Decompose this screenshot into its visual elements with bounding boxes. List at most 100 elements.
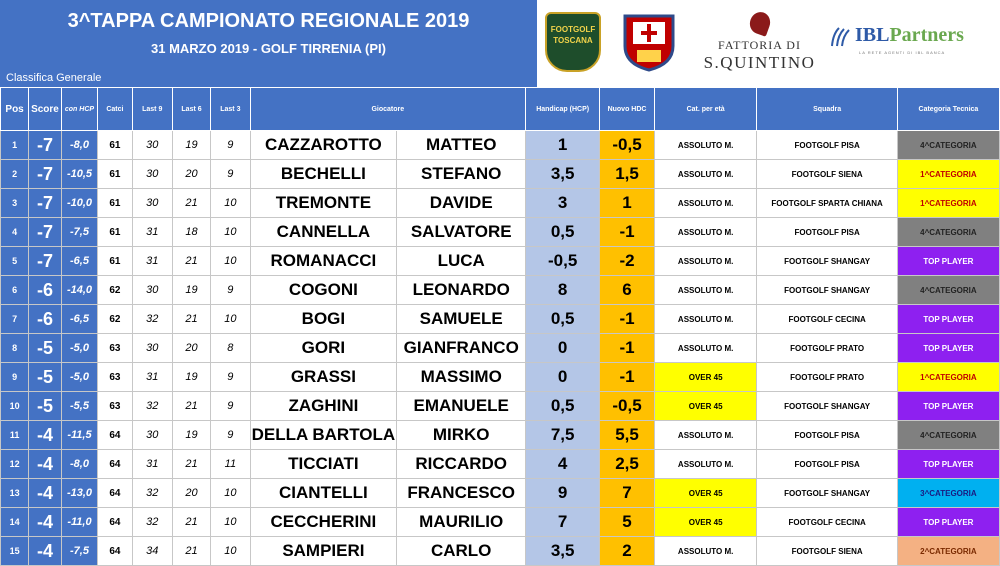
- cell-squadra: FOOTGOLF SIENA: [756, 536, 898, 566]
- cell-firstname: GIANFRANCO: [396, 333, 527, 363]
- cell-nuovo-hdc: -0,5: [599, 130, 655, 160]
- cell-catci: 61: [97, 246, 133, 276]
- cell-squadra: FOOTGOLF SPARTA CHIANA: [756, 188, 898, 218]
- cell-nuovo-hdc: -1: [599, 362, 655, 392]
- cell-surname: DELLA BARTOLA: [249, 420, 398, 450]
- cell-firstname: LEONARDO: [396, 275, 527, 305]
- cell-nuovo-hdc: 1,5: [599, 159, 655, 189]
- cell-last9: 30: [131, 275, 173, 305]
- cell-last3: 9: [210, 420, 251, 450]
- cell-catci: 64: [97, 449, 133, 479]
- cell-firstname: MIRKO: [396, 420, 527, 450]
- col-con-hcp: con HCP: [60, 87, 99, 131]
- cell-squadra: FOOTGOLF SHANGAY: [756, 275, 898, 305]
- cell-score: -7: [28, 130, 62, 160]
- cell-last9: 31: [131, 246, 173, 276]
- table-row: 12 -4 -8,0 64 31 21 11 TICCIATI RICCARDO 4 2,5 ASSO…: [0, 449, 1000, 479]
- cell-catci: 64: [97, 507, 133, 537]
- cell-last3: 9: [210, 391, 251, 421]
- cell-surname: SAMPIERI: [249, 536, 398, 566]
- cell-last9: 32: [131, 478, 173, 508]
- cell-last6: 20: [171, 159, 212, 189]
- ibl-partners-logo: IBLPartners LA RETE AGENTI DI IBL BANCA: [829, 22, 989, 62]
- cell-firstname: LUCA: [396, 246, 527, 276]
- cell-handicap: 1: [525, 130, 601, 160]
- cell-cat-eta: ASSOLUTO M.: [653, 275, 758, 305]
- cell-handicap: 8: [525, 275, 601, 305]
- cell-score: -4: [28, 536, 62, 566]
- cell-pos: 15: [0, 536, 30, 566]
- cell-pos: 1: [0, 130, 30, 160]
- cell-score: -6: [28, 304, 62, 334]
- cell-catci: 61: [97, 130, 133, 160]
- cell-cat-eta: ASSOLUTO M.: [653, 130, 758, 160]
- cell-last9: 31: [131, 449, 173, 479]
- cell-catci: 63: [97, 362, 133, 392]
- cell-squadra: FOOTGOLF PISA: [756, 130, 898, 160]
- table-row: 8 -5 -5,0 63 30 20 8 GORI GIANFRANCO 0 -1 ASSOLUTO …: [0, 333, 1000, 363]
- cell-handicap: -0,5: [525, 246, 601, 276]
- cell-categoria: 4^CATEGORIA: [896, 275, 1000, 305]
- cell-categoria: 1^CATEGORIA: [896, 188, 1000, 218]
- cell-con-hcp: -6,5: [60, 246, 99, 276]
- section-label: Classifica Generale: [6, 72, 102, 84]
- cell-score: -7: [28, 246, 62, 276]
- cell-surname: CIANTELLI: [249, 478, 398, 508]
- cell-catci: 62: [97, 304, 133, 334]
- cell-firstname: CARLO: [396, 536, 527, 566]
- cell-last9: 32: [131, 304, 173, 334]
- cell-pos: 12: [0, 449, 30, 479]
- cell-squadra: FOOTGOLF SHANGAY: [756, 246, 898, 276]
- cell-squadra: FOOTGOLF SHANGAY: [756, 391, 898, 421]
- cell-squadra: FOOTGOLF SHANGAY: [756, 478, 898, 508]
- cell-firstname: MATTEO: [396, 130, 527, 160]
- cell-handicap: 0,5: [525, 304, 601, 334]
- cell-surname: CANNELLA: [249, 217, 398, 247]
- cell-cat-eta: OVER 45: [653, 391, 758, 421]
- cell-handicap: 4: [525, 449, 601, 479]
- cell-handicap: 3,5: [525, 159, 601, 189]
- col-nuovo-hdc: Nuovo HDC: [599, 87, 655, 131]
- col-cat-eta: Cat. per età: [653, 87, 758, 131]
- table-row: 5 -7 -6,5 61 31 21 10 ROMANACCI LUCA -0,5 -2 ASSOLU…: [0, 246, 1000, 276]
- cell-cat-eta: ASSOLUTO M.: [653, 333, 758, 363]
- cell-score: -4: [28, 478, 62, 508]
- cell-handicap: 9: [525, 478, 601, 508]
- cell-last3: 10: [210, 507, 251, 537]
- cell-last6: 20: [171, 333, 212, 363]
- title-banner: 3^TAPPA CAMPIONATO REGIONALE 2019 31 MAR…: [0, 0, 537, 87]
- cell-surname: ROMANACCI: [249, 246, 398, 276]
- cell-con-hcp: -5,5: [60, 391, 99, 421]
- table-row: 14 -4 -11,0 64 32 21 10 CECCHERINI MAURILIO 7 5 OVE…: [0, 507, 1000, 537]
- cell-nuovo-hdc: -1: [599, 217, 655, 247]
- cell-last6: 21: [171, 246, 212, 276]
- cell-score: -7: [28, 188, 62, 218]
- cell-pos: 13: [0, 478, 30, 508]
- cell-catci: 64: [97, 536, 133, 566]
- cell-handicap: 7: [525, 507, 601, 537]
- cell-last3: 9: [210, 362, 251, 392]
- cell-last3: 10: [210, 478, 251, 508]
- footgolf-logo-text: FOOTGOLF TOSCANA: [550, 25, 596, 45]
- cell-last9: 30: [131, 420, 173, 450]
- cell-firstname: SAMUELE: [396, 304, 527, 334]
- cell-squadra: FOOTGOLF CECINA: [756, 507, 898, 537]
- cell-surname: TICCIATI: [249, 449, 398, 479]
- cell-categoria: 4^CATEGORIA: [896, 130, 1000, 160]
- cell-cat-eta: OVER 45: [653, 478, 758, 508]
- cell-firstname: MASSIMO: [396, 362, 527, 392]
- ibl-name: IBLPartners: [855, 24, 964, 46]
- cell-last9: 30: [131, 333, 173, 363]
- cell-cat-eta: OVER 45: [653, 507, 758, 537]
- col-last3: Last 3: [210, 87, 251, 131]
- cell-nuovo-hdc: -1: [599, 304, 655, 334]
- cell-categoria: TOP PLAYER: [896, 304, 1000, 334]
- cell-cat-eta: ASSOLUTO M.: [653, 217, 758, 247]
- col-catci: Catci: [97, 87, 133, 131]
- cell-last9: 30: [131, 188, 173, 218]
- cell-categoria: TOP PLAYER: [896, 333, 1000, 363]
- cell-nuovo-hdc: 6: [599, 275, 655, 305]
- cell-catci: 63: [97, 391, 133, 421]
- cell-squadra: FOOTGOLF PISA: [756, 217, 898, 247]
- cell-cat-eta: OVER 45: [653, 362, 758, 392]
